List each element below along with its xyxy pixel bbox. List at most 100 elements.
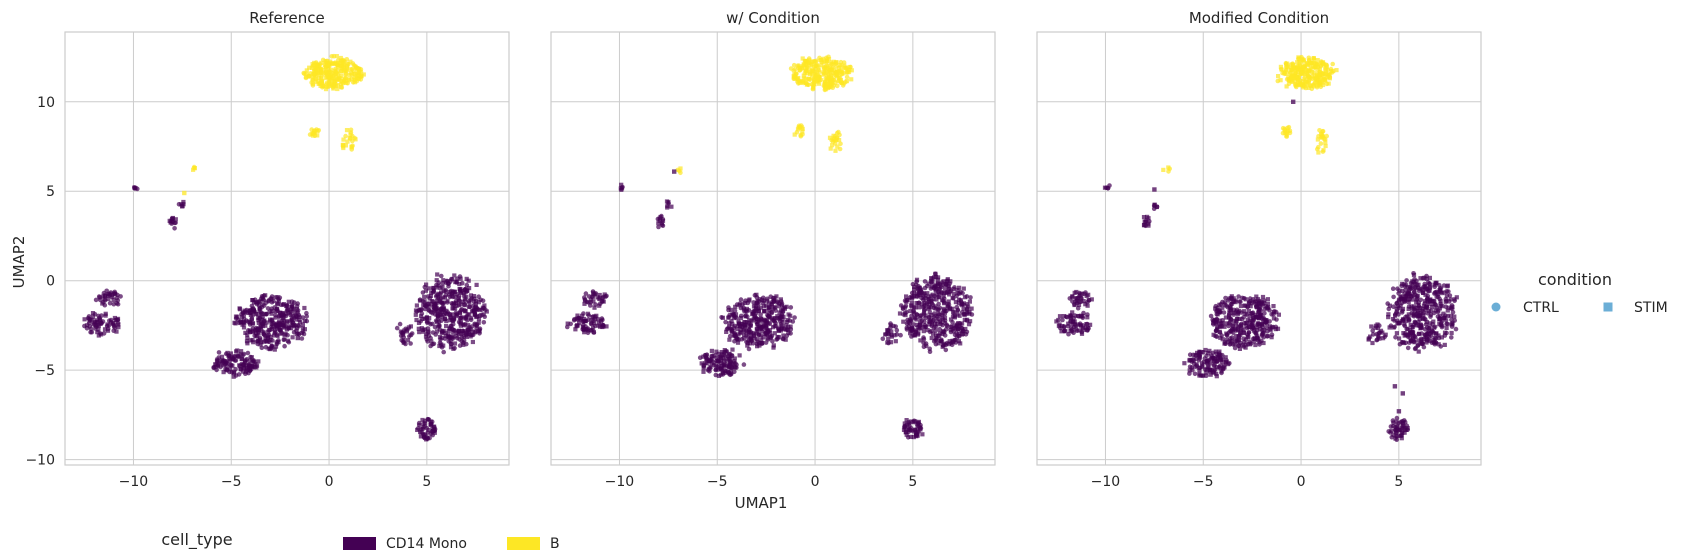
- data-point: [1214, 374, 1219, 379]
- data-point: [271, 325, 276, 330]
- data-point: [1396, 409, 1402, 414]
- data-point: [1402, 323, 1408, 329]
- data-point: [281, 302, 287, 307]
- data-point: [737, 353, 742, 358]
- data-point: [441, 278, 446, 283]
- data-point: [575, 323, 580, 328]
- data-point: [319, 73, 324, 79]
- data-point: [401, 334, 407, 340]
- data-point: [752, 314, 757, 319]
- data-point: [1248, 341, 1254, 346]
- data-point: [908, 425, 914, 431]
- data-point: [422, 418, 428, 424]
- data-point: [263, 323, 268, 328]
- data-point: [796, 75, 801, 81]
- data-point: [950, 306, 955, 311]
- data-point: [1231, 296, 1236, 301]
- data-point: [914, 328, 919, 333]
- data-point: [291, 315, 296, 320]
- data-point: [837, 146, 843, 152]
- data-point: [454, 303, 459, 308]
- data-point: [1220, 357, 1225, 362]
- data-point: [709, 348, 714, 353]
- data-point: [303, 75, 309, 80]
- data-point: [244, 368, 250, 373]
- data-point: [1450, 310, 1456, 315]
- data-point: [935, 277, 940, 282]
- data-point: [1405, 345, 1411, 351]
- data-point: [304, 314, 310, 319]
- condition-legend: condition CTRL STIM: [1491, 270, 1668, 316]
- data-point: [969, 312, 975, 317]
- data-point: [926, 314, 932, 320]
- data-point: [771, 345, 776, 350]
- data-point: [816, 67, 821, 72]
- data-point: [258, 324, 263, 330]
- data-point: [335, 86, 340, 92]
- data-point: [330, 61, 335, 66]
- data-point: [604, 324, 609, 329]
- data-point: [311, 62, 317, 68]
- data-point: [1418, 276, 1423, 281]
- data-point: [101, 294, 106, 299]
- x-tick-label: 5: [908, 474, 917, 490]
- data-point: [1424, 304, 1430, 309]
- data-point: [422, 432, 427, 437]
- data-point: [476, 294, 482, 300]
- data-point: [1406, 293, 1411, 299]
- data-point: [1248, 320, 1253, 325]
- data-point: [1088, 322, 1093, 327]
- data-point: [1226, 312, 1232, 317]
- data-point: [950, 338, 955, 343]
- data-point: [906, 419, 912, 425]
- data-point: [281, 337, 287, 343]
- data-point: [912, 287, 917, 292]
- data-point: [763, 303, 769, 308]
- panels: −10 −5 0 5 −10 −5 0 5 10 Reference −10 −5 0 5 w/ Condi…: [25, 9, 1482, 490]
- data-point: [757, 326, 762, 331]
- data-point: [592, 305, 597, 310]
- data-point: [951, 295, 956, 301]
- data-point: [1413, 320, 1419, 326]
- data-point: [1218, 366, 1223, 371]
- data-point: [1234, 320, 1239, 325]
- data-point: [1432, 282, 1437, 287]
- data-point: [1214, 334, 1219, 340]
- data-point: [434, 329, 440, 334]
- data-point: [1327, 75, 1333, 80]
- data-point: [1442, 330, 1448, 335]
- data-point: [1284, 67, 1289, 72]
- data-point: [904, 298, 910, 303]
- data-point: [1396, 305, 1402, 311]
- data-point: [1072, 290, 1077, 295]
- data-point: [1396, 321, 1401, 326]
- data-point: [601, 299, 606, 304]
- data-point: [767, 311, 772, 316]
- data-point: [92, 312, 98, 317]
- data-point: [921, 344, 927, 350]
- data-point: [773, 305, 778, 310]
- data-point: [93, 323, 98, 328]
- data-point: [359, 74, 364, 79]
- data-point: [722, 368, 727, 373]
- data-point: [818, 58, 824, 63]
- data-point: [1220, 305, 1225, 310]
- data-point: [421, 329, 426, 334]
- data-point: [1454, 295, 1459, 300]
- data-point: [1294, 75, 1299, 81]
- data-point: [784, 327, 790, 333]
- data-point: [409, 331, 415, 336]
- data-point: [1077, 328, 1082, 333]
- data-point: [950, 319, 955, 325]
- data-point: [269, 345, 275, 350]
- data-point: [830, 62, 835, 67]
- data-point: [263, 336, 268, 341]
- scatter-points: [565, 54, 975, 440]
- data-point: [90, 318, 95, 323]
- data-point: [924, 283, 930, 289]
- data-point: [299, 336, 305, 341]
- data-point: [269, 322, 275, 327]
- data-point: [326, 67, 331, 72]
- data-point: [1253, 312, 1258, 317]
- data-point: [431, 304, 436, 310]
